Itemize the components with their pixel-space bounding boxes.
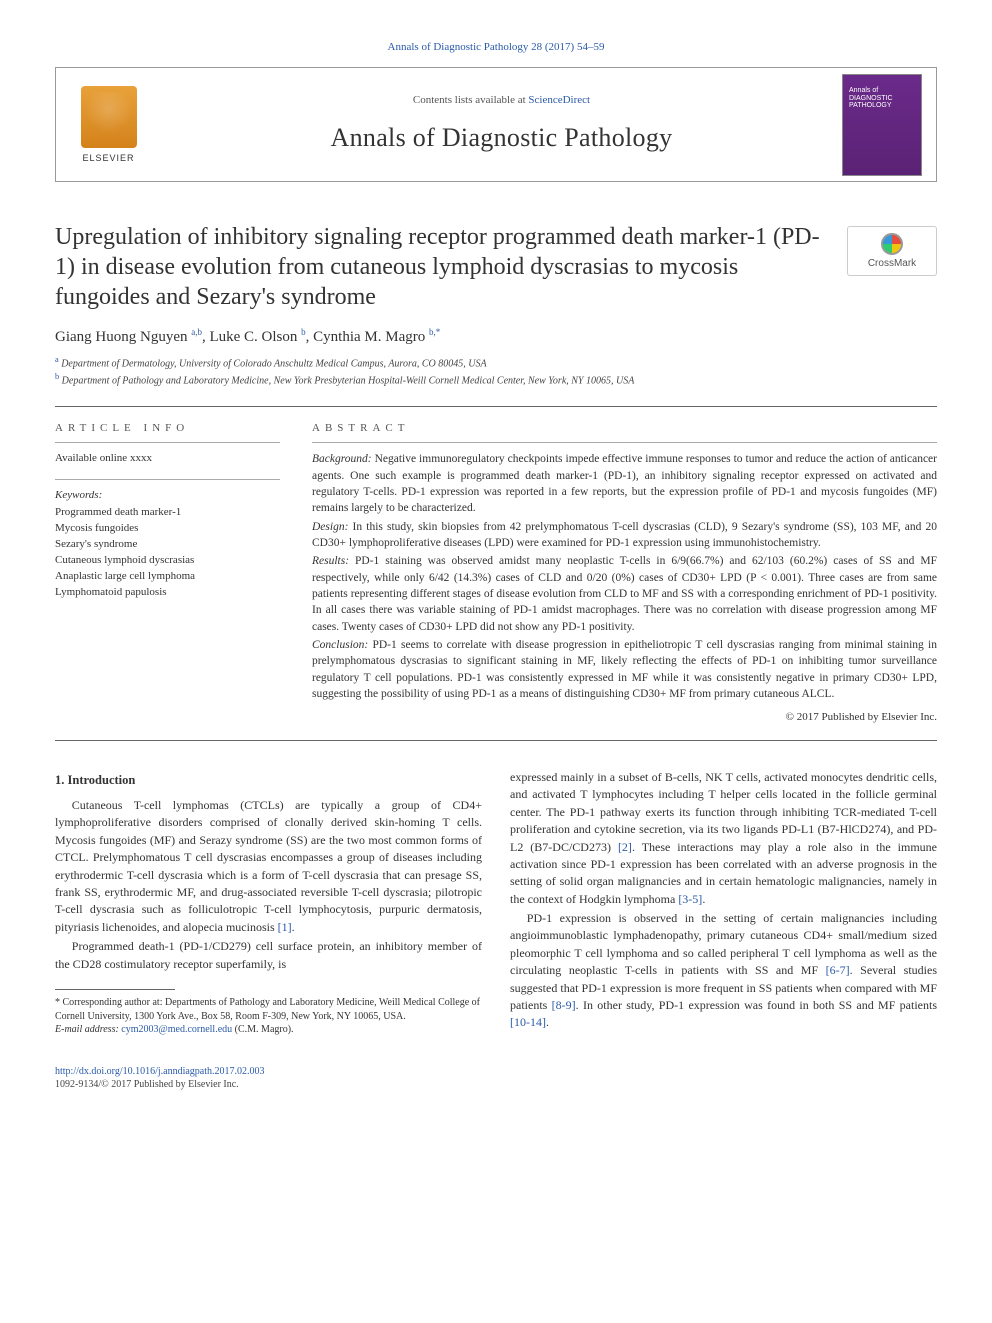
issn-line: 1092-9134/© 2017 Published by Elsevier I… — [55, 1079, 239, 1090]
crossmark-label: CrossMark — [868, 257, 916, 271]
keyword-item: Anaplastic large cell lymphoma — [55, 569, 280, 585]
keyword-item: Sezary's syndrome — [55, 537, 280, 553]
intro-p3: expressed mainly in a subset of B-cells,… — [510, 769, 937, 908]
info-abstract-row: ARTICLE INFO Available online xxxx Keywo… — [55, 421, 937, 726]
info-rule-1 — [55, 442, 280, 443]
abs-conclusion: PD-1 seems to correlate with disease pro… — [312, 639, 937, 700]
contents-prefix: Contents lists available at — [413, 94, 528, 106]
article-title: Upregulation of inhibitory signaling rec… — [55, 222, 825, 312]
abs-design: In this study, skin biopsies from 42 pre… — [312, 521, 937, 549]
contents-line: Contents lists available at ScienceDirec… — [161, 93, 842, 108]
abs-background: Negative immunoregulatory checkpoints im… — [312, 453, 937, 514]
intro-p2: Programmed death-1 (PD-1/CD279) cell sur… — [55, 938, 482, 973]
doi-link[interactable]: http://dx.doi.org/10.1016/j.anndiagpath.… — [55, 1066, 265, 1077]
keyword-item: Mycosis fungoides — [55, 521, 280, 537]
elsevier-wordmark: ELSEVIER — [82, 152, 134, 165]
journal-reference-link[interactable]: Annals of Diagnostic Pathology 28 (2017)… — [388, 41, 605, 53]
crossmark-icon — [881, 233, 903, 255]
affiliation: b Department of Pathology and Laboratory… — [55, 371, 937, 388]
footnote-rule — [55, 989, 175, 990]
email-label: E-mail address: — [55, 1024, 121, 1035]
ref-2-link[interactable]: [2] — [618, 840, 632, 854]
keywords-heading: Keywords: — [55, 488, 280, 503]
journal-header: ELSEVIER Contents lists available at Sci… — [55, 67, 937, 182]
corresponding-author: * Corresponding author at: Departments o… — [55, 996, 482, 1023]
ref-3-5-link[interactable]: [3-5] — [678, 892, 702, 906]
cover-label: Annals of DIAGNOSTIC PATHOLOGY — [849, 87, 915, 110]
page-footer: http://dx.doi.org/10.1016/j.anndiagpath.… — [55, 1065, 937, 1092]
affiliation: a Department of Dermatology, University … — [55, 354, 937, 371]
keyword-item: Lymphomatoid papulosis — [55, 585, 280, 601]
intro-p4-tail: . — [546, 1015, 549, 1029]
article-head: Upregulation of inhibitory signaling rec… — [55, 222, 937, 312]
main-text-columns: 1. Introduction Cutaneous T-cell lymphom… — [55, 769, 937, 1037]
rule-top — [55, 406, 937, 407]
intro-p1-tail: . — [292, 920, 295, 934]
crossmark-badge[interactable]: CrossMark — [847, 226, 937, 276]
authors: Giang Huong Nguyen a,b, Luke C. Olson b,… — [55, 326, 937, 348]
ref-10-14-link[interactable]: [10-14] — [510, 1015, 546, 1029]
intro-p3-tail: . — [702, 892, 705, 906]
abstract-rule — [312, 442, 937, 443]
ref-6-7-link[interactable]: [6-7] — [826, 963, 850, 977]
abstract-column: ABSTRACT Background: Negative immunoregu… — [312, 421, 937, 726]
footnote-block: * Corresponding author at: Departments o… — [55, 989, 482, 1037]
article-info-label: ARTICLE INFO — [55, 421, 280, 436]
sciencedirect-link[interactable]: ScienceDirect — [528, 94, 590, 106]
article-info-column: ARTICLE INFO Available online xxxx Keywo… — [55, 421, 280, 726]
abs-results: PD-1 staining was observed amidst many n… — [312, 555, 937, 632]
intro-p1-text: Cutaneous T-cell lymphomas (CTCLs) are t… — [55, 798, 482, 934]
keyword-item: Programmed death marker-1 — [55, 505, 280, 521]
rule-bottom — [55, 740, 937, 741]
journal-name: Annals of Diagnostic Pathology — [161, 120, 842, 156]
intro-p1: Cutaneous T-cell lymphomas (CTCLs) are t… — [55, 797, 482, 936]
ref-8-9-link[interactable]: [8-9] — [552, 998, 576, 1012]
intro-p4c: . In other study, PD-1 expression was fo… — [576, 998, 937, 1012]
abstract-label: ABSTRACT — [312, 421, 937, 436]
abstract-body: Background: Negative immunoregulatory ch… — [312, 451, 937, 726]
email-line: E-mail address: cym2003@med.cornell.edu … — [55, 1023, 482, 1037]
elsevier-tree-icon — [81, 86, 137, 148]
abstract-copyright: © 2017 Published by Elsevier Inc. — [312, 710, 937, 726]
header-center: Contents lists available at ScienceDirec… — [161, 93, 842, 157]
intro-heading: 1. Introduction — [55, 771, 482, 789]
page-root: Annals of Diagnostic Pathology 28 (2017)… — [0, 0, 992, 1122]
affiliations: a Department of Dermatology, University … — [55, 354, 937, 388]
journal-reference: Annals of Diagnostic Pathology 28 (2017)… — [55, 40, 937, 55]
email-link[interactable]: cym2003@med.cornell.edu — [121, 1024, 232, 1035]
elsevier-logo: ELSEVIER — [56, 86, 161, 165]
available-online: Available online xxxx — [55, 451, 280, 466]
email-tail: (C.M. Magro). — [232, 1024, 293, 1035]
info-rule-2 — [55, 479, 280, 480]
journal-cover-thumb: Annals of DIAGNOSTIC PATHOLOGY — [842, 74, 922, 176]
intro-p4: PD-1 expression is observed in the setti… — [510, 910, 937, 1032]
ref-1-link[interactable]: [1] — [278, 920, 292, 934]
keyword-item: Cutaneous lymphoid dyscrasias — [55, 553, 280, 569]
keywords-list: Programmed death marker-1Mycosis fungoid… — [55, 505, 280, 601]
